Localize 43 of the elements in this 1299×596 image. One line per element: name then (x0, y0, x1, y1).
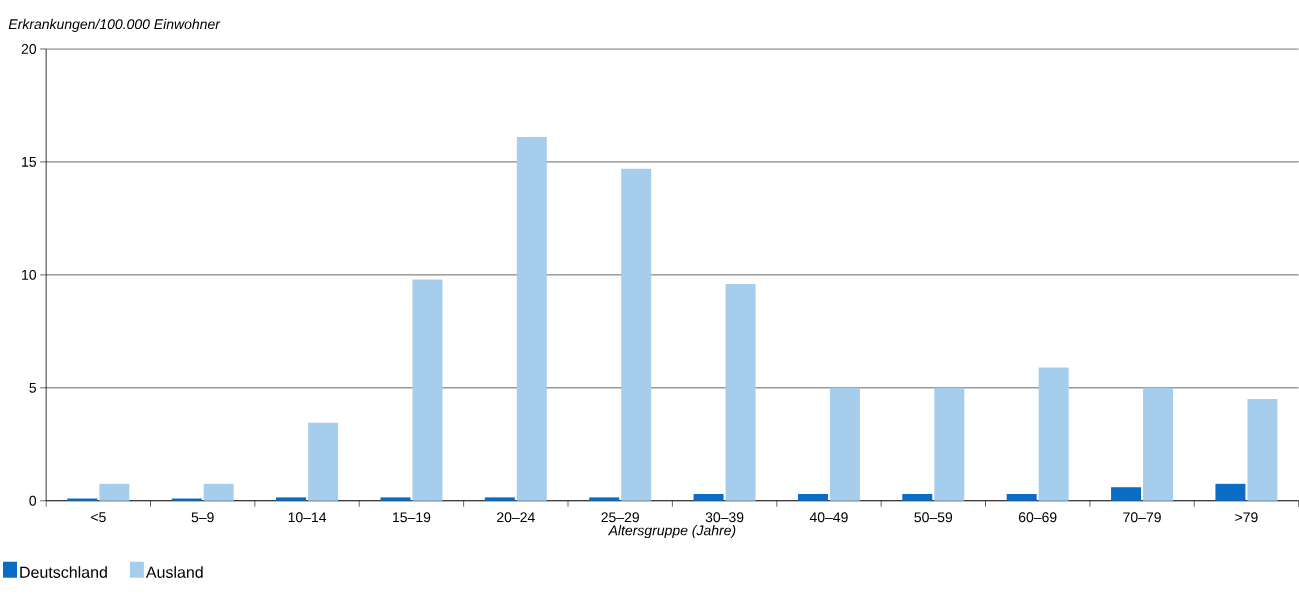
x-tick-label: 30–39 (705, 512, 744, 523)
bar (589, 497, 620, 501)
bar (276, 497, 307, 501)
x-tick-label: 40–49 (809, 512, 848, 523)
bar (380, 497, 411, 501)
y-tick-label: 20 (21, 44, 37, 55)
bar (412, 279, 443, 501)
x-axis-title: Altersgruppe (Jahre) (607, 525, 736, 539)
bar (1006, 494, 1037, 501)
bar (1111, 487, 1142, 501)
y-tick-label: 15 (22, 157, 37, 167)
x-tick-label: 25–29 (601, 512, 639, 523)
bar (829, 387, 860, 501)
bar (203, 483, 234, 501)
bar (1143, 387, 1174, 501)
bar (1038, 367, 1069, 501)
bar (1247, 399, 1278, 501)
bar (934, 387, 965, 501)
y-axis-title: Erkrankungen/100.000 Einwohner (8, 18, 221, 33)
x-tick-label: 60–69 (1018, 512, 1057, 523)
x-tick-label: 15–19 (393, 512, 431, 523)
bar (484, 497, 515, 501)
y-tick-label: 10 (22, 270, 37, 280)
bar (516, 137, 547, 501)
legend-label: Deutschland (20, 566, 107, 579)
bar (1215, 483, 1246, 501)
x-tick-label: 50–59 (914, 512, 953, 523)
x-tick-label: 5–9 (191, 512, 214, 523)
legend-label: Ausland (145, 566, 203, 579)
x-tick-label: >79 (1235, 512, 1258, 523)
x-tick-label: 20–24 (497, 512, 535, 523)
y-tick-label: 0 (29, 495, 37, 506)
bar (693, 494, 724, 501)
bar (308, 422, 339, 501)
bar (725, 284, 756, 501)
x-tick-label: 10–14 (288, 512, 327, 523)
x-tick-label: <5 (91, 512, 106, 523)
bar (902, 494, 933, 501)
y-tick-label: 5 (29, 383, 37, 393)
bar (621, 168, 652, 501)
x-tick-label: 70–79 (1123, 512, 1161, 523)
bar (797, 494, 828, 501)
bar (99, 483, 130, 501)
